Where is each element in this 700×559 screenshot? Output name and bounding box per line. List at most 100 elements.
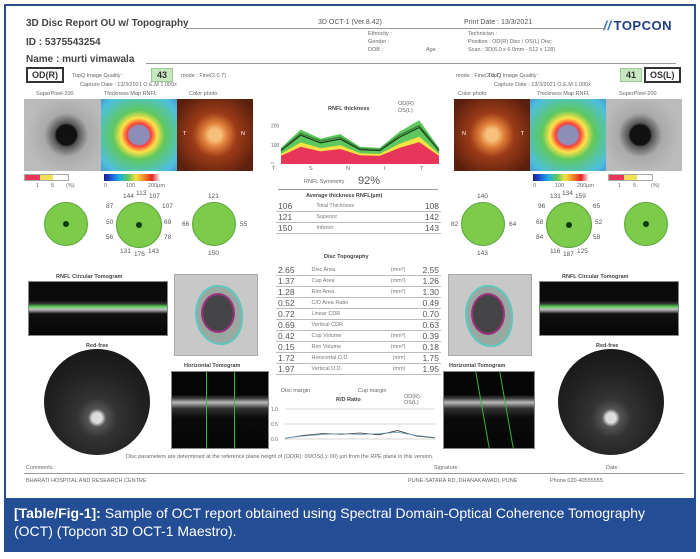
table-cell: 0.69 bbox=[276, 319, 310, 331]
os-pct-scale bbox=[608, 174, 653, 181]
scale-label: 200µm bbox=[148, 183, 165, 189]
clock-value: 68 bbox=[536, 219, 544, 226]
technician-label: Technician : bbox=[468, 31, 498, 37]
software-version: 3D OCT-1 (Ver.8.42) bbox=[318, 19, 382, 26]
od-clock-disc bbox=[116, 202, 162, 248]
table-cell: Cup Area bbox=[309, 275, 377, 287]
od-thickness-scale bbox=[104, 174, 160, 181]
y-tick: 0.0 bbox=[271, 437, 278, 443]
od-horizontal-tomogram bbox=[171, 371, 269, 449]
od-redfree-label: Red-free bbox=[86, 343, 109, 349]
y-tick: 1.0 bbox=[271, 407, 278, 413]
table-row: 1.72 Horizontal D.D. (mm) 1.75 bbox=[276, 352, 441, 364]
table-cell: (mm) bbox=[376, 352, 408, 364]
table-cell: C/D Area Ratio bbox=[309, 297, 377, 309]
table-cell: (mm³) bbox=[376, 341, 408, 353]
table-cell: 1.37 bbox=[276, 275, 310, 287]
od-superpixel-image bbox=[24, 99, 101, 171]
table-cell: 108 bbox=[402, 201, 441, 212]
table-cell: 2.65 bbox=[276, 265, 310, 276]
clock-value: 78 bbox=[164, 234, 172, 241]
od-color-photo: T N bbox=[177, 99, 253, 171]
table-cell: 0.42 bbox=[276, 330, 310, 342]
y-tick: 0.5 bbox=[271, 422, 278, 428]
table-cell: (mm²) bbox=[376, 286, 408, 298]
od-capture: Capture Date : 13/3/2021 O.E.M 1.000x bbox=[80, 82, 177, 88]
clock-value: 143 bbox=[148, 248, 159, 255]
x-tick: N bbox=[346, 166, 350, 172]
series-line-osl bbox=[280, 124, 440, 151]
scale-label: 0 bbox=[104, 183, 108, 189]
table-cell: Vertical CDR bbox=[309, 319, 377, 331]
print-date: Print Date : 13/3/2021 bbox=[464, 19, 533, 26]
quadrant-value: 121 bbox=[208, 193, 219, 200]
clock-value: 134 bbox=[562, 190, 573, 197]
gender-label: Gender : bbox=[368, 39, 390, 45]
clock-value: 125 bbox=[577, 248, 588, 255]
scale-label: 1 bbox=[36, 183, 40, 189]
cup-margin-legend: Cup margin bbox=[358, 388, 387, 394]
od-tomogram-label: RNFL Circular Tomogram bbox=[56, 274, 123, 280]
table-cell: Inferior bbox=[314, 222, 403, 234]
os-quadrant-disc bbox=[461, 202, 505, 246]
photo-mark: T bbox=[183, 131, 187, 137]
od-img-label: SuperPixel-200 bbox=[36, 91, 74, 97]
table-cell: 0.63 bbox=[407, 319, 441, 331]
table-cell: 143 bbox=[402, 222, 441, 234]
table-cell: Rim Volume bbox=[309, 341, 377, 353]
scale-label: 100 bbox=[555, 183, 565, 189]
quadrant-value: 66 bbox=[182, 221, 190, 228]
dob-label: DOB : bbox=[368, 47, 383, 53]
scale-label: 100 bbox=[126, 183, 136, 189]
clock-value: 107 bbox=[149, 193, 160, 200]
patient-name: Name : murti vimawala bbox=[26, 54, 135, 65]
clock-value: 116 bbox=[550, 248, 561, 255]
y-tick: 100 bbox=[271, 143, 280, 149]
table-row: 0.52 C/D Area Ratio 0.49 bbox=[276, 297, 441, 309]
table-cell: 1.28 bbox=[276, 286, 310, 298]
series-line-osl bbox=[284, 431, 436, 439]
hospital-phone: Phone 020-40555555 bbox=[550, 478, 603, 484]
avg-thickness-table: 106 Total Thickness 108 121 Superior 142 150 In… bbox=[276, 201, 441, 234]
table-cell bbox=[376, 319, 408, 331]
quadrant-value: 55 bbox=[240, 221, 248, 228]
photo-mark: N bbox=[462, 131, 466, 137]
clock-value: 52 bbox=[595, 219, 603, 226]
rnfl-legend-os: OS(L) bbox=[398, 108, 413, 114]
scale-label: (%) bbox=[66, 183, 75, 189]
od-quality-label: TopQ Image Quality : bbox=[72, 73, 124, 79]
os-eye-label: OS(L) bbox=[644, 67, 681, 83]
divider bbox=[346, 28, 606, 29]
caption-text: Sample of OCT report obtained using Spec… bbox=[14, 505, 646, 539]
clock-value: 131 bbox=[120, 248, 131, 255]
table-cell: 0.52 bbox=[276, 297, 310, 309]
divider bbox=[278, 189, 438, 190]
table-cell: 0.72 bbox=[276, 308, 310, 320]
os-rnfl-tomogram bbox=[539, 281, 679, 336]
rnfl-thickness-chart: 0 100 200 bbox=[271, 120, 440, 164]
od-img-label: Color photo bbox=[189, 91, 218, 97]
rd-legend-od: OD(R) bbox=[404, 394, 420, 400]
ethnicity-label: Ethnicity : bbox=[368, 31, 392, 37]
table-cell: Rim Area bbox=[309, 286, 377, 298]
od-mode: mode : Fine(2.0.7) bbox=[181, 73, 226, 79]
od-superpixel-disc bbox=[44, 202, 88, 246]
os-img-label: SuperPixel-200 bbox=[619, 91, 657, 97]
clock-value: 96 bbox=[538, 203, 546, 210]
hospital-address: PUNE-SATARA RD, DHANAKAWADI, PUNE bbox=[408, 478, 518, 484]
table-cell: (mm³) bbox=[376, 330, 408, 342]
od-thickness-map bbox=[101, 99, 177, 171]
signature-label: Signature : bbox=[434, 465, 461, 471]
topcon-mark-icon: // bbox=[603, 18, 612, 33]
table-cell: Horizontal D.D. bbox=[309, 352, 377, 364]
table-cell: (mm²) bbox=[376, 275, 408, 287]
patient-id: ID : 5375543254 bbox=[26, 37, 101, 48]
clock-value: 56 bbox=[106, 234, 114, 241]
scale-label: 200µm bbox=[577, 183, 594, 189]
table-row: 0.72 Linear CDR 0.70 bbox=[276, 308, 441, 320]
table-cell bbox=[376, 308, 408, 320]
table-cell: Linear CDR bbox=[309, 308, 377, 320]
os-mode: mode : Fine(2.0.7) bbox=[456, 73, 501, 79]
os-thickness-map bbox=[530, 99, 606, 171]
table-row: 121 Superior 142 bbox=[276, 211, 441, 223]
